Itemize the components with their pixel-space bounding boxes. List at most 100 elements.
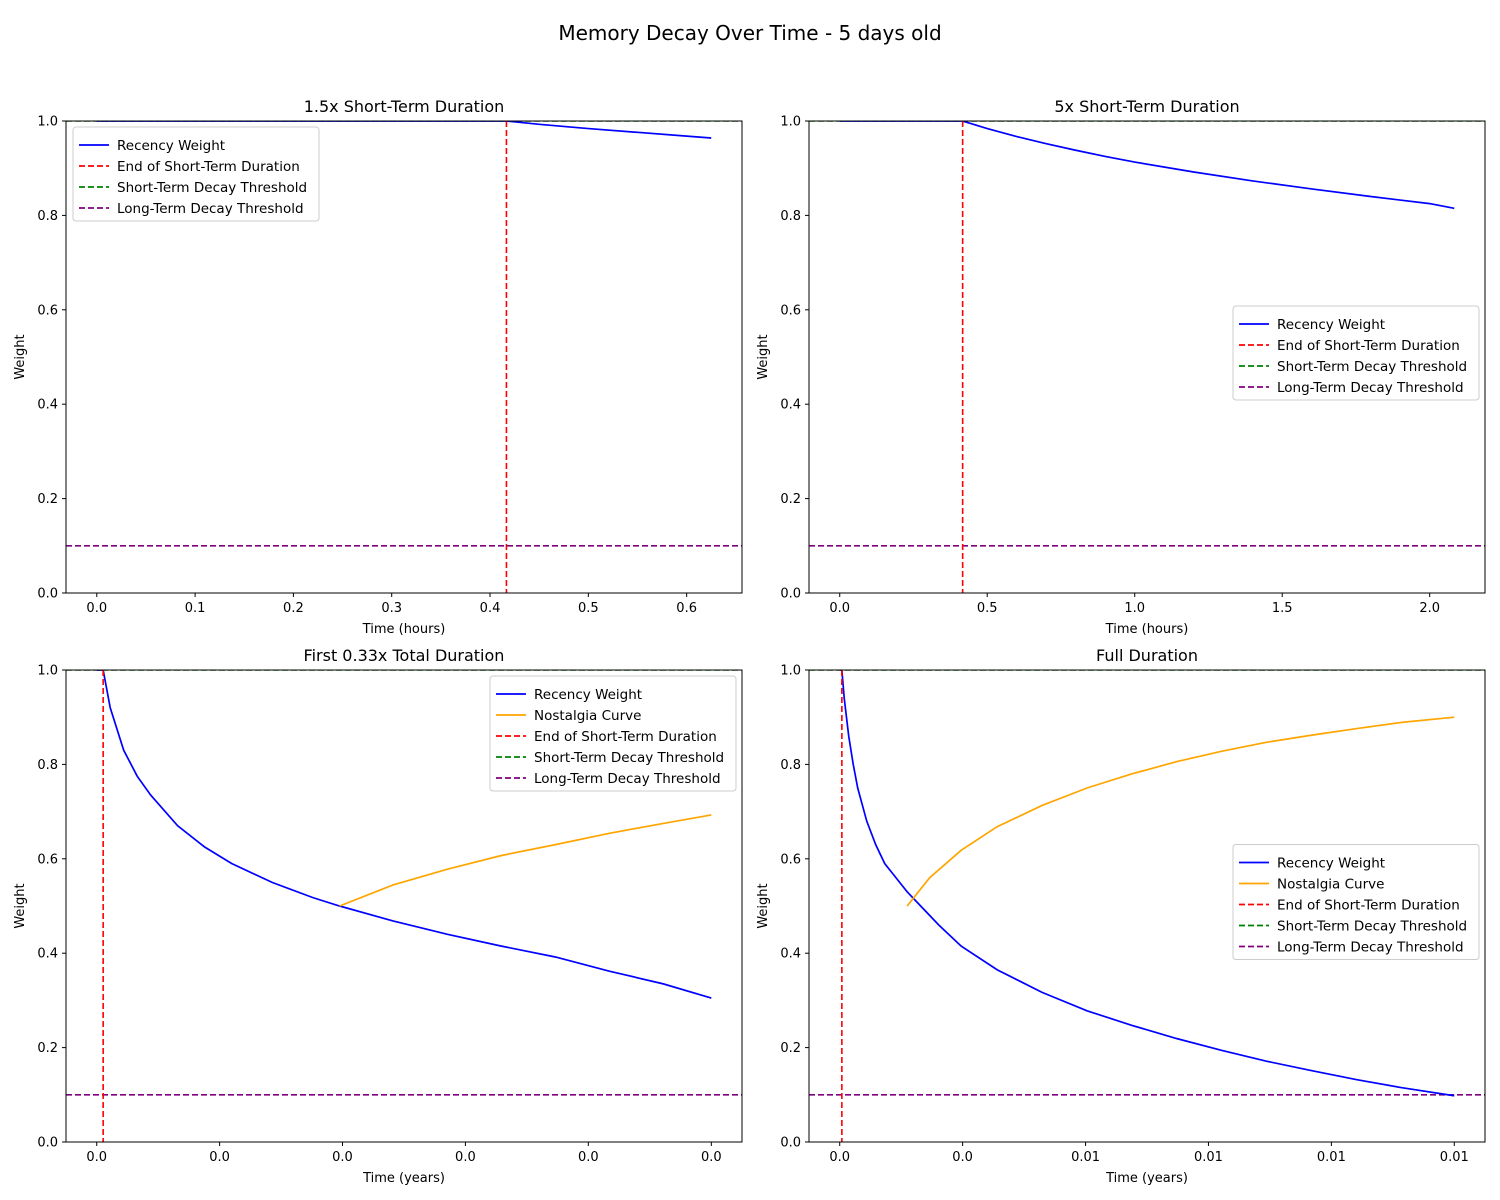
y-axis-label: Weight (756, 883, 771, 928)
y-tick-label: 1.0 (780, 664, 801, 679)
x-tick-label: 0.3 (381, 601, 402, 616)
axes-frame (65, 120, 743, 594)
y-tick-label: 0.6 (37, 303, 58, 318)
legend-entry: Long-Term Decay Threshold (1277, 940, 1464, 956)
legend: Recency Weight Nostalgia Curve End of Shor… (489, 675, 737, 792)
x-tick-label: 0.01 (1317, 1150, 1346, 1165)
legend-entry: Short-Term Decay Threshold (1277, 919, 1467, 935)
y-tick-label: 0.4 (37, 947, 58, 962)
plot-area (66, 121, 742, 593)
legend-entry: End of Short-Term Duration (1277, 338, 1460, 354)
y-tick-label: 0.4 (37, 398, 58, 413)
y-tick-label: 0.0 (37, 587, 58, 602)
legend-entry: Recency Weight (1277, 856, 1385, 872)
x-tick-label: 0.0 (86, 601, 107, 616)
x-axis-label: Time (hours) (362, 622, 446, 637)
plot-area (809, 121, 1485, 593)
y-tick-label: 1.0 (37, 115, 58, 130)
x-tick-label: 0.0 (829, 601, 850, 616)
x-tick-label: 0.0 (455, 1150, 476, 1165)
x-tick-label: 0.0 (578, 1150, 599, 1165)
recency-weight-line (839, 121, 1455, 210)
legend-entry: Long-Term Decay Threshold (534, 771, 721, 787)
subplot-title: 1.5x Short-Term Duration (304, 97, 505, 116)
x-tick-label: 0.5 (977, 601, 998, 616)
figure-title: Memory Decay Over Time - 5 days old (558, 21, 941, 45)
legend-entry: Recency Weight (117, 138, 225, 154)
y-tick-label: 1.0 (780, 115, 801, 130)
legend-entry: End of Short-Term Duration (117, 159, 300, 175)
x-tick-label: 0.2 (283, 601, 304, 616)
legend: Recency Weight End of Short-Term Duration… (72, 126, 320, 222)
x-tick-label: 0.0 (701, 1150, 722, 1165)
y-axis-label: Weight (756, 334, 771, 379)
subplot-title: Full Duration (1096, 646, 1198, 665)
x-tick-label: 0.0 (86, 1150, 107, 1165)
y-tick-label: 0.8 (37, 209, 58, 224)
legend: Recency Weight Nostalgia Curve End of Shor… (1232, 844, 1480, 960)
y-tick-label: 0.8 (780, 209, 801, 224)
legend-entry: End of Short-Term Duration (534, 729, 717, 745)
y-tick-label: 0.8 (780, 758, 801, 773)
x-tick-label: 0.01 (1440, 1150, 1469, 1165)
recency-weight-line (96, 121, 712, 139)
x-tick-label: 0.0 (209, 1150, 230, 1165)
y-tick-label: 0.6 (37, 852, 58, 867)
legend-box (1232, 844, 1480, 960)
legend-box (1232, 305, 1480, 401)
x-tick-label: 1.5 (1272, 601, 1293, 616)
x-axis-label: Time (hours) (1105, 622, 1189, 637)
legend-entry: Long-Term Decay Threshold (117, 201, 304, 217)
y-tick-label: 0.6 (780, 852, 801, 867)
y-tick-label: 0.0 (37, 1136, 58, 1151)
plot-area (66, 670, 742, 1142)
legend-box (72, 126, 320, 222)
subplot-3: 0.0 0.0 0.0 0.0 0.0 0.0 0.0 0.2 0.4 0.6 0.8 1.0 Firs… (13, 646, 743, 1186)
y-tick-label: 0.0 (780, 1136, 801, 1151)
nostalgia-curve-line (906, 716, 1455, 907)
y-tick-label: 0.2 (780, 492, 801, 507)
x-tick-label: 0.4 (480, 601, 501, 616)
x-tick-label: 0.01 (1194, 1150, 1223, 1165)
x-tick-label: 0.0 (829, 1150, 850, 1165)
subplot-title: 5x Short-Term Duration (1054, 97, 1239, 116)
axes-frame (808, 120, 1486, 594)
legend-entry: Nostalgia Curve (534, 708, 641, 724)
subplot-2: 0.0 0.5 1.0 1.5 2.0 0.0 0.2 0.4 0.6 0.8 1.0 5x Shor… (756, 97, 1486, 637)
x-tick-label: 0.01 (1071, 1150, 1100, 1165)
x-tick-label: 2.0 (1419, 601, 1440, 616)
y-tick-label: 0.2 (780, 1041, 801, 1056)
y-tick-label: 0.2 (37, 492, 58, 507)
subplot-title: First 0.33x Total Duration (304, 646, 505, 665)
nostalgia-curve-line (339, 814, 712, 907)
legend-entry: Long-Term Decay Threshold (1277, 380, 1464, 396)
legend-entry: Recency Weight (1277, 317, 1385, 333)
plot-area (809, 670, 1485, 1142)
legend: Recency Weight End of Short-Term Duration… (1232, 305, 1480, 401)
x-axis-label: Time (years) (362, 1171, 445, 1186)
x-axis-label: Time (years) (1105, 1171, 1188, 1186)
axes-frame (808, 669, 1486, 1143)
y-tick-label: 0.4 (780, 947, 801, 962)
y-axis-label: Weight (13, 334, 28, 379)
x-tick-label: 0.0 (332, 1150, 353, 1165)
y-tick-label: 1.0 (37, 664, 58, 679)
x-tick-label: 1.0 (1124, 601, 1145, 616)
axes-frame (65, 669, 743, 1143)
legend-entry: Short-Term Decay Threshold (117, 180, 307, 196)
legend-box (489, 675, 737, 792)
subplot-4: 0.0 0.0 0.01 0.01 0.01 0.01 0.0 0.2 0.4 0.6 0.8 1.0… (756, 646, 1486, 1186)
y-tick-label: 0.4 (780, 398, 801, 413)
x-tick-label: 0.1 (185, 601, 206, 616)
x-tick-label: 0.0 (952, 1150, 973, 1165)
y-tick-label: 0.6 (780, 303, 801, 318)
recency-weight-line (96, 670, 712, 999)
legend-entry: Short-Term Decay Threshold (534, 750, 724, 766)
legend-entry: Short-Term Decay Threshold (1277, 359, 1467, 375)
recency-weight-line (839, 670, 1455, 1097)
y-tick-label: 0.0 (780, 587, 801, 602)
legend-entry: Nostalgia Curve (1277, 877, 1384, 893)
subplot-1: 0.0 0.1 0.2 0.3 0.4 0.5 0.6 0.0 0.2 0.4 0.6 0.8 1.0 1… (13, 97, 743, 637)
x-tick-label: 0.6 (676, 601, 697, 616)
